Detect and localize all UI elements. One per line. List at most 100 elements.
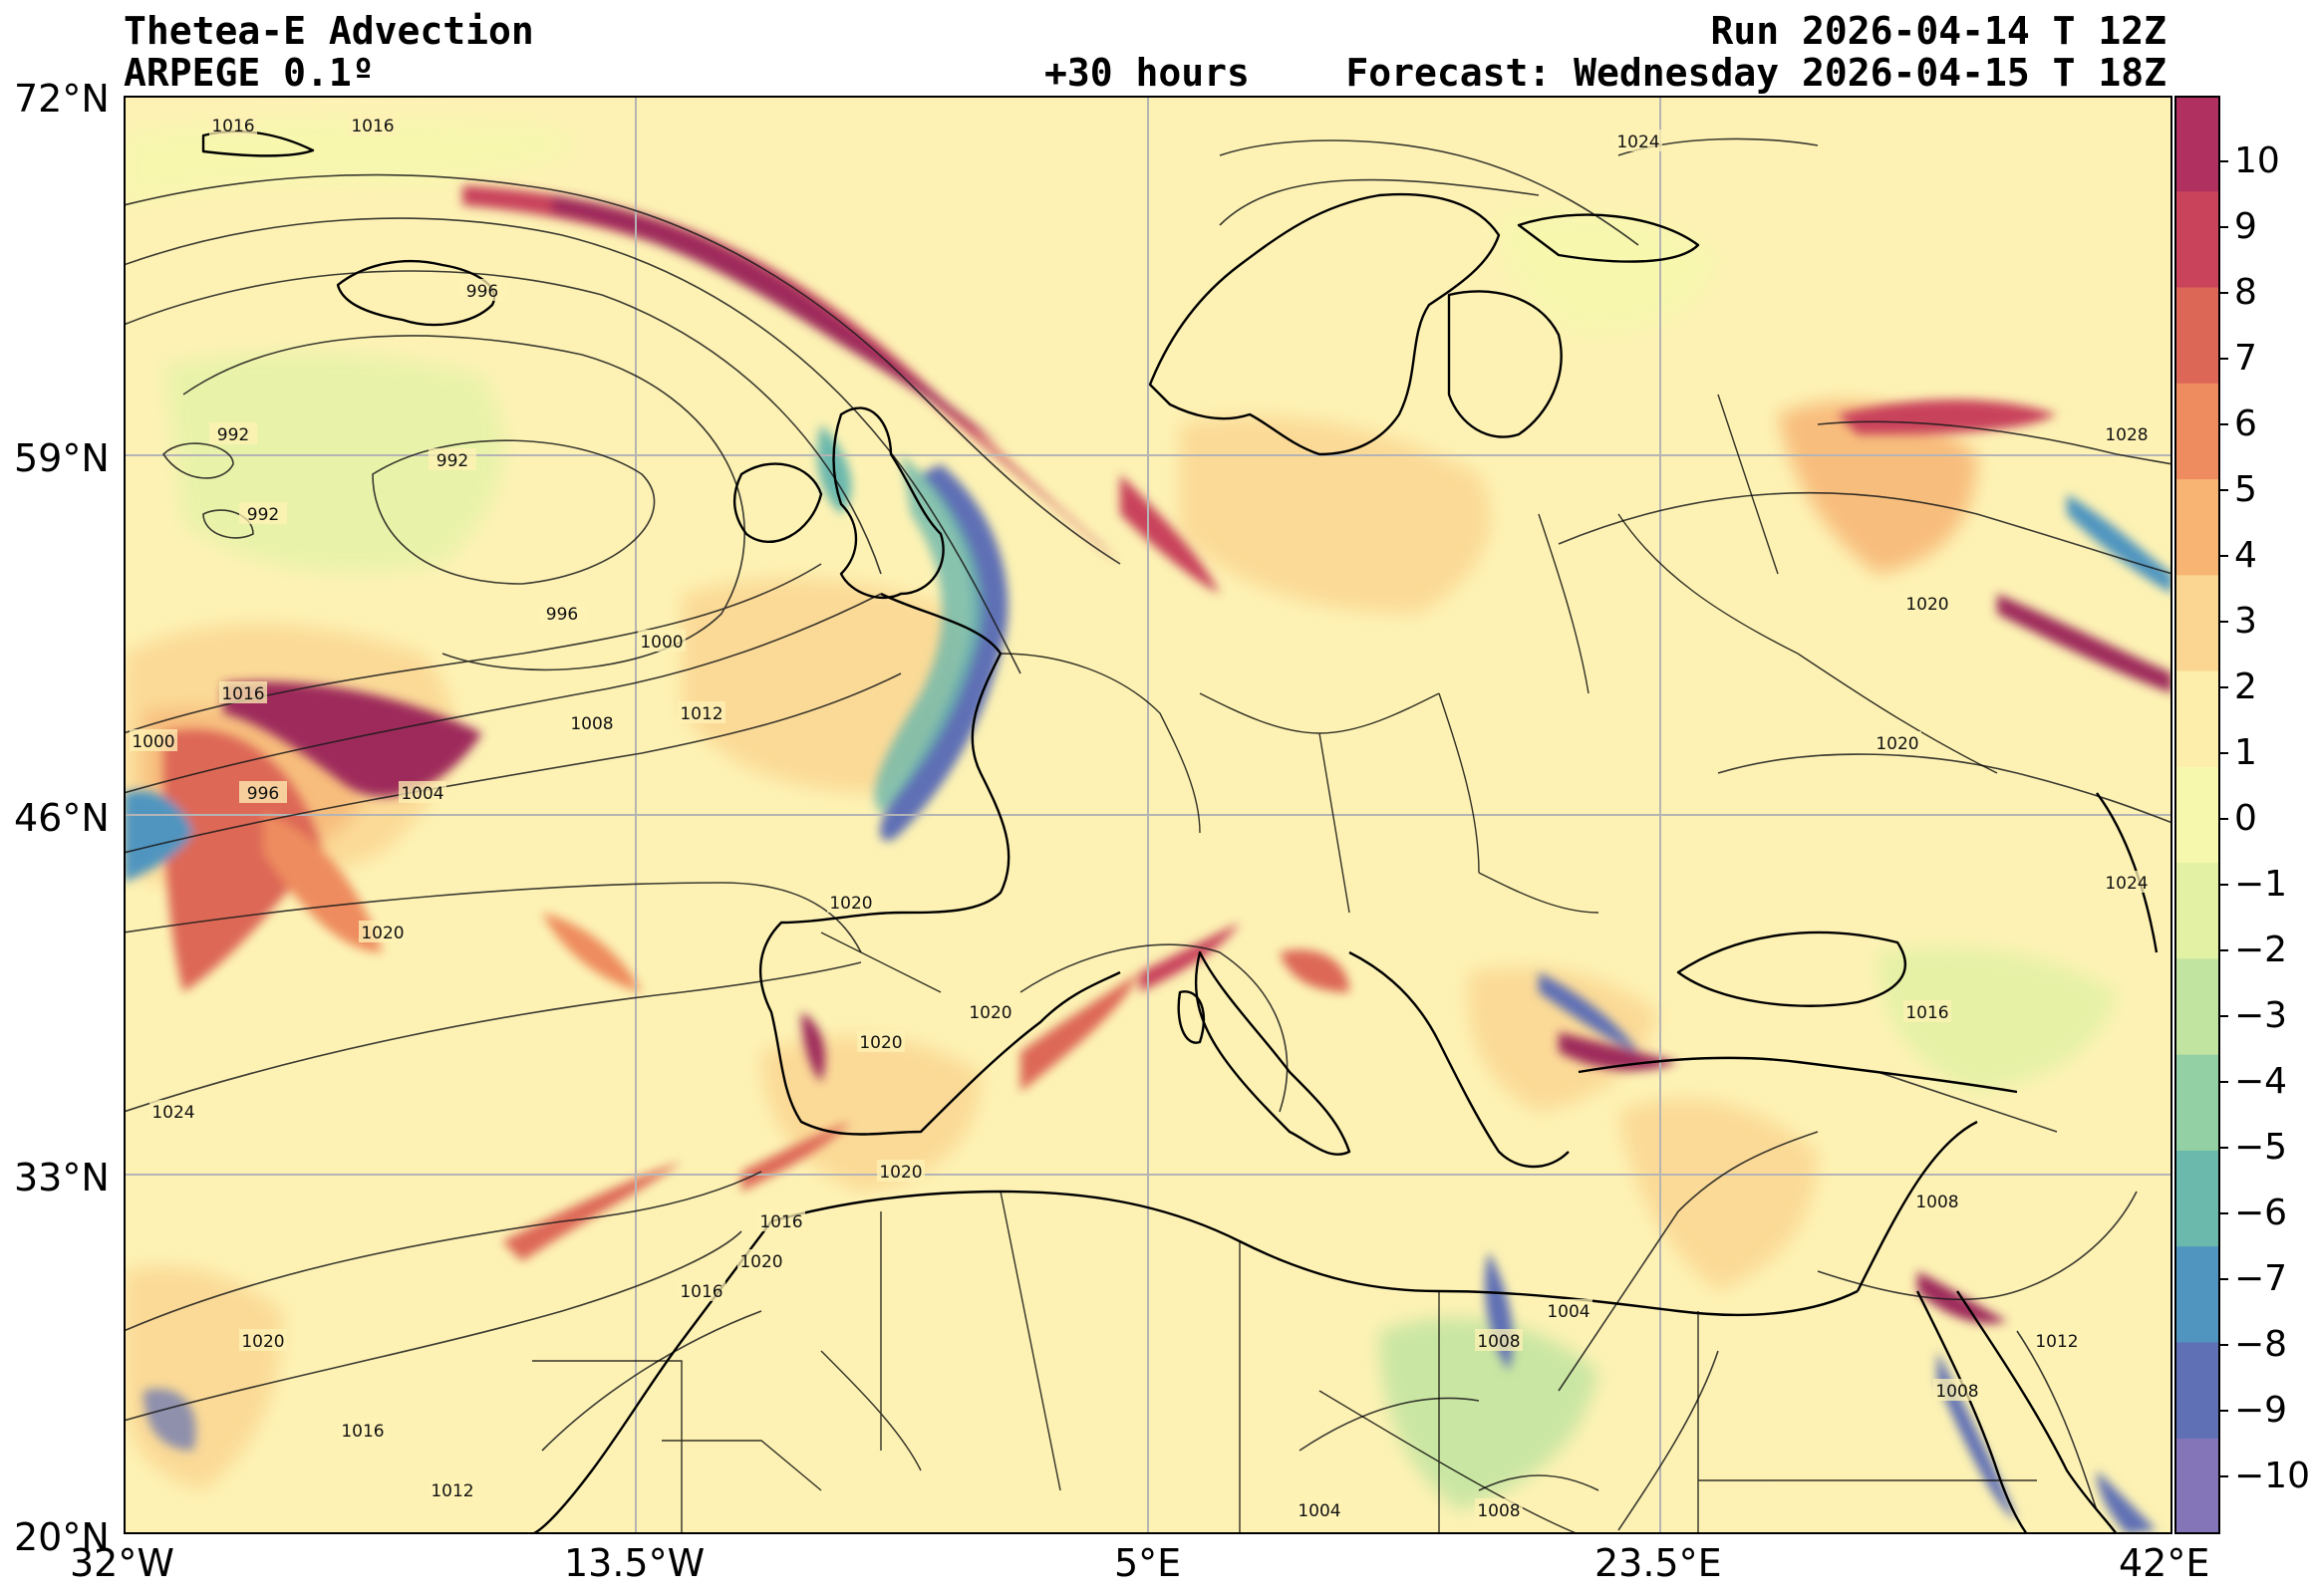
colorbar-tick-label: −4 bbox=[2234, 1061, 2288, 1102]
isobar-label: 1008 bbox=[1915, 1193, 1958, 1212]
lead-time-label: +30 hours bbox=[1044, 51, 1250, 95]
isobar-label: 996 bbox=[546, 605, 578, 625]
colorbar-tick-label: −9 bbox=[2234, 1390, 2288, 1431]
colorbar-tick-mark bbox=[2220, 292, 2228, 294]
colorbar-tick-label: 10 bbox=[2234, 140, 2280, 181]
isobar-label-bg bbox=[737, 1249, 785, 1271]
isobar-label: 1020 bbox=[829, 894, 872, 914]
colorbar-band bbox=[2174, 1150, 2220, 1247]
colorbar-tick-label: 2 bbox=[2234, 666, 2257, 707]
lat-tick-72: 72°N bbox=[14, 77, 110, 121]
isobar-label-bg bbox=[1933, 1379, 1981, 1401]
isobar-label-bg bbox=[1903, 592, 1951, 614]
colorbar-tick-label: 3 bbox=[2234, 601, 2257, 642]
isobar-label: 1020 bbox=[361, 924, 404, 943]
colorbar-tick-label: 0 bbox=[2234, 798, 2257, 839]
isobar-label: 1016 bbox=[341, 1422, 384, 1442]
colorbar-band bbox=[2174, 958, 2220, 1056]
isobar-label: 1012 bbox=[680, 704, 722, 724]
colorbar-bands bbox=[2174, 96, 2220, 1534]
colorbar-tick-label: 8 bbox=[2234, 272, 2257, 313]
colorbar-tick-mark bbox=[2220, 1147, 2228, 1149]
lon-tick-13-5w: 13.5°W bbox=[564, 1541, 706, 1585]
isobar-label-bg bbox=[399, 781, 446, 803]
isobar-label: 1016 bbox=[680, 1282, 722, 1302]
colorbar-tick-label: −3 bbox=[2234, 995, 2288, 1036]
isobar-label-bg bbox=[239, 781, 287, 803]
colorbar-tick-mark bbox=[2220, 1212, 2228, 1214]
model-subtitle: ARPEGE 0.1º bbox=[124, 51, 375, 95]
colorbar-tick-mark bbox=[2220, 423, 2228, 425]
isobar-label-bg bbox=[429, 1478, 476, 1500]
isobar-label: 1008 bbox=[1477, 1501, 1520, 1521]
colorbar-tick-mark bbox=[2220, 1015, 2228, 1017]
colorbar-tick-mark bbox=[2220, 621, 2228, 623]
isobar-label-bg bbox=[857, 1030, 905, 1052]
isobar-label-bg bbox=[1475, 1498, 1523, 1520]
colorbar-band bbox=[2174, 479, 2220, 576]
isobar-label-bg bbox=[359, 921, 407, 942]
colorbar-tick-label: −10 bbox=[2234, 1456, 2310, 1496]
colorbar bbox=[2174, 96, 2220, 1534]
colorbar-tick-label: 1 bbox=[2234, 732, 2257, 773]
isobar-label: 1024 bbox=[2105, 874, 2148, 894]
advection-cores bbox=[124, 185, 2172, 1534]
isobar-label-bg bbox=[458, 279, 506, 301]
isobar-label-bg bbox=[1903, 1000, 1951, 1022]
colorbar-tick-label: −8 bbox=[2234, 1324, 2288, 1365]
colorbar-tick-label: 7 bbox=[2234, 338, 2257, 379]
colorbar-tick-mark bbox=[2220, 1410, 2228, 1412]
isobar-label-bg bbox=[1614, 130, 1662, 151]
isobar-label-bg bbox=[239, 1329, 287, 1351]
isobar-label: 1016 bbox=[351, 117, 394, 136]
isobar-label-bg bbox=[2103, 422, 2151, 444]
isobar-label-bg bbox=[678, 1279, 725, 1301]
isobar-label: 992 bbox=[217, 425, 249, 445]
isobar-label-bg bbox=[568, 711, 616, 733]
colorbar-tick-label: −6 bbox=[2234, 1193, 2288, 1233]
isobar-label: 1020 bbox=[1876, 734, 1918, 754]
map-title: Thetea-E Advection bbox=[124, 9, 534, 53]
isobar-label: 1016 bbox=[759, 1212, 802, 1232]
isobar-label: 1016 bbox=[1905, 1003, 1948, 1023]
colorbar-tick-mark bbox=[2220, 226, 2228, 228]
isobar-label: 1024 bbox=[151, 1103, 194, 1123]
isobar-label: 1020 bbox=[879, 1163, 922, 1183]
colorbar-band bbox=[2174, 1246, 2220, 1343]
colorbar-band bbox=[2174, 1438, 2220, 1534]
isobar-label-bg bbox=[219, 681, 267, 703]
isobar-label: 1008 bbox=[1477, 1332, 1520, 1352]
lat-tick-20: 20°N bbox=[14, 1515, 110, 1559]
isobar-label-bg bbox=[967, 1000, 1014, 1022]
lon-tick-32w: 32°W bbox=[70, 1541, 174, 1585]
isobar-label-bg bbox=[2103, 871, 2151, 893]
isobar-label: 1020 bbox=[859, 1033, 902, 1053]
isobar-label-bg bbox=[1913, 1190, 1961, 1211]
colorbar-band bbox=[2174, 96, 2220, 192]
isobar-label-bg bbox=[2033, 1329, 2081, 1351]
colorbar-band bbox=[2174, 575, 2220, 672]
coastlines bbox=[201, 130, 2159, 1534]
colorbar-band bbox=[2174, 191, 2220, 289]
isobar-label: 1008 bbox=[570, 714, 613, 734]
isobar-label-bg bbox=[1296, 1498, 1343, 1520]
colorbar-tick-label: 9 bbox=[2234, 206, 2257, 247]
colorbar-tick-mark bbox=[2220, 949, 2228, 951]
colorbar-tick-label: −2 bbox=[2234, 930, 2288, 970]
lat-tick-46: 46°N bbox=[14, 796, 110, 840]
colorbar-tick-mark bbox=[2220, 358, 2228, 360]
colorbar-band bbox=[2174, 1054, 2220, 1152]
isobar-label-bg bbox=[149, 1100, 197, 1122]
isobar-label: 1020 bbox=[969, 1003, 1012, 1023]
isobar-label: 1024 bbox=[1616, 133, 1659, 152]
colorbar-band bbox=[2174, 383, 2220, 480]
isobar-label: 1008 bbox=[1935, 1382, 1978, 1402]
colorbar-tick-mark bbox=[2220, 1344, 2228, 1346]
isobar-label: 996 bbox=[247, 784, 279, 804]
lat-tick-59: 59°N bbox=[14, 436, 110, 480]
colorbar-tick-mark bbox=[2220, 1278, 2228, 1280]
map-panel: 1016 1016 1024 996 992 992 992 996 1000 1008 1012 1… bbox=[124, 96, 2172, 1534]
colorbar-band bbox=[2174, 863, 2220, 959]
colorbar-tick-mark bbox=[2220, 160, 2228, 162]
colorbar-tick-mark bbox=[2220, 1081, 2228, 1083]
